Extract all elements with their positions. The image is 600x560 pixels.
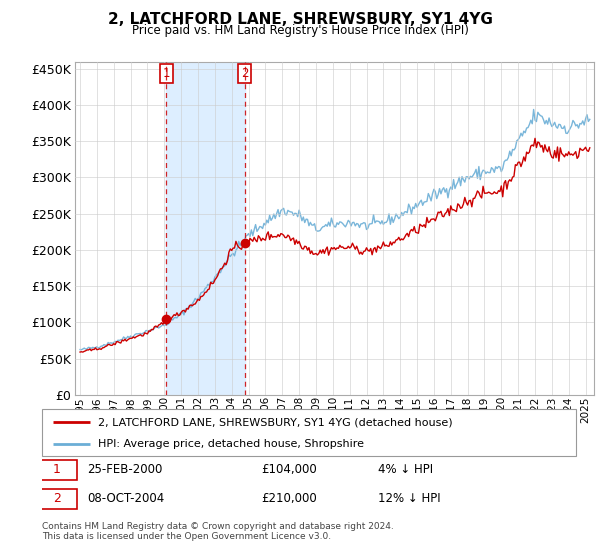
- FancyBboxPatch shape: [42, 409, 576, 456]
- Text: 2: 2: [53, 492, 61, 506]
- Text: 2, LATCHFORD LANE, SHREWSBURY, SY1 4YG (detached house): 2, LATCHFORD LANE, SHREWSBURY, SY1 4YG (…: [98, 417, 452, 427]
- Text: 4% ↓ HPI: 4% ↓ HPI: [379, 463, 434, 477]
- Text: 1: 1: [53, 463, 61, 477]
- Text: 2: 2: [241, 67, 248, 80]
- Text: Price paid vs. HM Land Registry's House Price Index (HPI): Price paid vs. HM Land Registry's House …: [131, 24, 469, 37]
- Text: £210,000: £210,000: [261, 492, 317, 506]
- Text: 2, LATCHFORD LANE, SHREWSBURY, SY1 4YG: 2, LATCHFORD LANE, SHREWSBURY, SY1 4YG: [107, 12, 493, 27]
- Text: £104,000: £104,000: [261, 463, 317, 477]
- Text: Contains HM Land Registry data © Crown copyright and database right 2024.
This d: Contains HM Land Registry data © Crown c…: [42, 522, 394, 542]
- FancyBboxPatch shape: [37, 489, 77, 509]
- Bar: [166, 62, 245, 395]
- Text: 12% ↓ HPI: 12% ↓ HPI: [379, 492, 441, 506]
- Text: 25-FEB-2000: 25-FEB-2000: [88, 463, 163, 477]
- Text: 08-OCT-2004: 08-OCT-2004: [88, 492, 164, 506]
- Text: HPI: Average price, detached house, Shropshire: HPI: Average price, detached house, Shro…: [98, 438, 364, 449]
- FancyBboxPatch shape: [37, 460, 77, 480]
- Text: 1: 1: [163, 67, 170, 80]
